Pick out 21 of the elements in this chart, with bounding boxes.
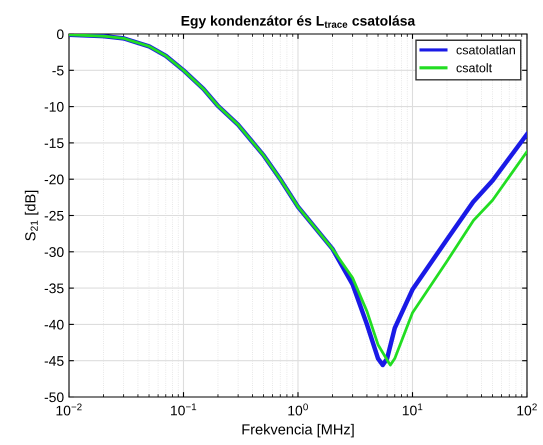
y-tick-label: -35 xyxy=(44,283,64,294)
y-tick-label: -25 xyxy=(44,210,64,221)
x-tick-label: 10$^{0}$ xyxy=(288,403,308,416)
x-tick-label: 10$^{2}$ xyxy=(517,403,537,416)
y-tick-label: -15 xyxy=(44,138,64,148)
legend-label: csatolt xyxy=(456,63,492,72)
y-axis-title: S$_{21}$ [dB] xyxy=(24,190,38,241)
y-tick-label: -5 xyxy=(52,66,64,76)
y-tick-label: -45 xyxy=(44,356,64,366)
y-tick-label: -40 xyxy=(44,320,64,330)
legend-label: csatolatlan xyxy=(456,45,515,54)
x-axis-title: Frekvencia [MHz] xyxy=(242,424,354,438)
y-tick-label: -10 xyxy=(44,102,64,112)
y-tick-label: -30 xyxy=(44,247,64,257)
x-tick-label: 10$^{1}$ xyxy=(402,403,422,416)
y-tick-label: 0 xyxy=(56,29,64,40)
x-tick-label: 10$^{−2}$ xyxy=(56,403,82,416)
y-tick-label: -50 xyxy=(44,392,64,402)
y-tick-label: -20 xyxy=(44,174,64,184)
x-tick-label: 10$^{−1}$ xyxy=(171,403,196,416)
chart-title: Egy kondenzátor és L$_{trace}$ csatolása xyxy=(182,15,416,29)
